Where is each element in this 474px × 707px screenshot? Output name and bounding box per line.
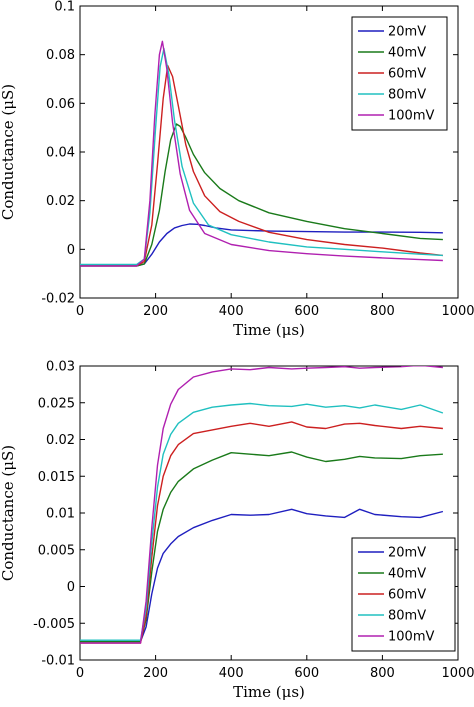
y-tick-label: -0.005 [33, 617, 75, 632]
y-tick-label: 0.01 [46, 507, 75, 522]
y-tick-label: -0.02 [41, 292, 75, 307]
x-axis-label: Time (μs) [233, 683, 305, 701]
y-tick-label: 0.02 [46, 194, 75, 209]
y-tick-label: 0.08 [46, 48, 75, 63]
x-axis-label: Time (μs) [233, 321, 305, 339]
x-tick-label: 800 [370, 304, 395, 319]
y-tick-label: 0.015 [38, 470, 75, 485]
y-tick-label: 0 [67, 243, 75, 258]
series-line-80mV [80, 47, 443, 266]
legend-label: 40mV [388, 46, 426, 61]
x-tick-label: 800 [370, 666, 395, 681]
series-line-40mV [80, 451, 443, 643]
legend-label: 100mV [388, 630, 434, 645]
legend-box [351, 16, 448, 131]
y-tick-label: 0.005 [38, 543, 75, 558]
x-tick-label: 400 [219, 666, 244, 681]
series-line-20mV [80, 508, 444, 643]
y-tick-label: 0.06 [46, 97, 75, 112]
y-tick-label: 0.04 [46, 146, 75, 161]
x-tick-label: 1000 [441, 304, 474, 319]
legend-label: 80mV [388, 609, 426, 624]
x-tick-label: 200 [143, 666, 168, 681]
legend-label: 40mV [388, 567, 426, 582]
legend-label: 20mV [388, 25, 426, 40]
legend-label: 60mV [388, 67, 426, 82]
x-tick-label: 0 [76, 666, 84, 681]
series-line-80mV [80, 402, 444, 641]
series-line-40mV [80, 123, 443, 267]
series-line-60mV [80, 64, 443, 267]
series-line-60mV [80, 421, 443, 644]
legend-label: 80mV [388, 88, 426, 103]
y-tick-label: 0.02 [46, 433, 75, 448]
chart-bottom: 0 200 400 600 800 1000 -0.01 -0.005 0 0.005 0.01 0.… [0, 360, 474, 702]
x-tick-label: 600 [294, 666, 319, 681]
x-tick-label: 200 [143, 304, 168, 319]
x-tick-label: 0 [76, 304, 84, 319]
x-tick-label: 400 [219, 304, 244, 319]
y-tick-label: 0.03 [46, 360, 75, 375]
y-tick-label: 0 [67, 580, 75, 595]
x-tick-label: 600 [294, 304, 319, 319]
x-tick-label: 1000 [441, 666, 474, 681]
legend-label: 20mV [388, 546, 426, 561]
series-line-20mV [80, 223, 443, 267]
legend-label: 100mV [388, 109, 434, 124]
y-axis-label: Conductance (μS) [0, 445, 17, 581]
legend-label: 60mV [388, 588, 426, 603]
chart-top: 0 200 400 600 800 1000-0.0200.020.040.060.080… [0, 0, 474, 339]
y-tick-label: 0.025 [38, 396, 75, 411]
series-line-100mV [80, 40, 443, 267]
y-tick-label: -0.01 [41, 654, 75, 669]
y-axis-label: Conductance (μS) [0, 84, 17, 220]
y-tick-label: 0.1 [54, 0, 75, 15]
series-line-100mV [80, 366, 443, 644]
